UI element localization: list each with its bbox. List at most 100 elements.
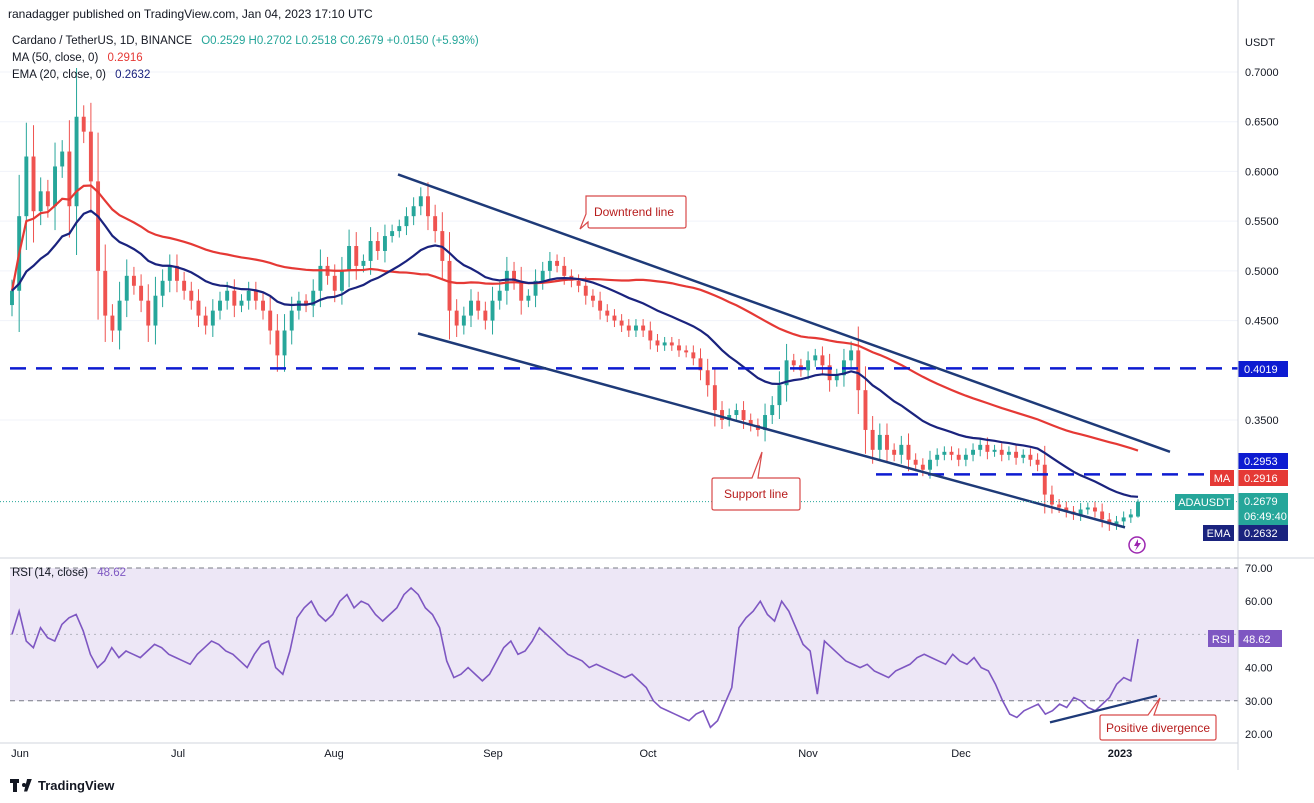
candle-body [88,131,93,182]
candle-body [139,285,144,301]
candle-body [806,360,811,371]
price-badges: 0.4019 0.2953 0.2916 MA 0.2679 06:49:40 ADAUSD… [1175,361,1288,541]
candle-body [1093,507,1097,512]
support-callout[interactable]: Support line [711,451,801,511]
candle-body [53,166,57,207]
price-tick-label: 0.5500 [1245,216,1279,228]
candle-body [103,270,108,316]
downtrend-label: Downtrend line [594,205,674,219]
candle-body [275,330,280,356]
candle-body [605,310,610,316]
candle-body [540,270,545,281]
price-badge-value: 0.2632 [1244,528,1278,540]
candle-body [311,290,316,306]
candle-body [332,275,337,291]
ema-line [11,209,1139,498]
candle-body [777,385,782,406]
lightning-icon[interactable] [1128,536,1146,554]
candle-body [712,385,717,411]
price-tick-label: 0.6000 [1245,166,1279,178]
price-badge-tag [1203,525,1234,541]
candle-body [877,434,882,450]
candle-body [583,285,588,296]
rsi-badge: RSI 48.62 [1208,630,1282,647]
candle-body [648,330,653,341]
time-axis[interactable]: Jun Jul Aug Sep Oct Nov Dec 2023 [11,748,1132,760]
tradingview-footer[interactable]: TradingView [10,778,114,793]
candle-body [368,241,373,261]
rsi-tick-label: 70.00 [1245,563,1273,575]
candle-body [404,216,409,227]
candle-body [971,449,976,455]
candle-body [763,415,768,430]
candle-body [1121,517,1126,522]
rsi-badge-value: 48.62 [1243,634,1271,646]
candle-body [863,390,868,430]
candle-body [834,375,839,381]
candle-body [555,260,560,266]
candle-body [96,181,101,271]
rsi-legend-value: 48.62 [97,567,127,579]
downtrend-line [397,173,1171,453]
rsi-tick-label: 40.00 [1245,663,1273,675]
candle-body [289,310,294,331]
price-pane[interactable] [0,0,1238,558]
candle-body [225,290,230,301]
candle-body [748,420,753,425]
time-tick-label: Oct [639,748,656,760]
candle-body [38,191,43,212]
candle-body [426,196,430,217]
candle-body [304,300,309,306]
candle-body [820,355,825,366]
candle-body [296,300,301,311]
rsi-legend-label: RSI (14, close) [12,567,89,579]
ema-legend[interactable]: EMA (20, close, 0) 0.2632 [12,69,150,81]
candle-body [433,216,438,232]
ema-legend-label: EMA (20, close, 0) [12,69,106,81]
candle-body [1006,451,1011,455]
countdown-label: 06:49:40 [1244,511,1287,523]
price-tick-label: 0.7000 [1245,67,1279,79]
time-tick-label: 2023 [1108,748,1132,760]
candle-body [81,116,86,132]
candle-body [117,300,122,331]
candle-body [1049,494,1054,505]
price-badge-label: MA [1214,473,1231,485]
price-axis[interactable]: USDT 0.7000 0.6500 0.6000 0.5500 0.5000 0.450… [1245,37,1279,427]
candle-body [24,156,29,217]
candle-body [741,410,746,420]
divergence-callout[interactable]: Positive divergence [1099,697,1217,741]
candle-body [1035,459,1040,465]
candle-body [1014,451,1019,458]
rsi-badge-label: RSI [1212,634,1230,646]
candle-body [339,270,344,291]
candle-body [318,265,323,291]
candle-body [146,300,151,326]
candle-body [590,295,595,301]
candle-body [634,325,638,331]
ma-legend[interactable]: MA (50, close, 0) 0.2916 [12,52,143,64]
candle-body [253,290,258,301]
candle-body [67,151,72,207]
candle-body [920,464,925,470]
publish-info: ranadagger published on TradingView.com,… [8,7,373,21]
candle-body [662,342,667,346]
symbol-name: Cardano / TetherUS, 1D, BINANCE [12,35,193,47]
candle-body [131,275,136,286]
candle-body [928,459,932,470]
candle-body [189,290,194,301]
downtrend-callout[interactable]: Downtrend line [579,195,687,230]
candle-body [182,280,187,291]
candle-body [619,320,624,326]
rsi-legend[interactable]: RSI (14, close) 48.62 [12,567,126,579]
symbol-legend[interactable]: Cardano / TetherUS, 1D, BINANCE O0.2529 … [12,35,479,47]
price-tick-label: 0.4500 [1245,316,1279,328]
candle-body [1114,521,1119,525]
price-badge-tag [1210,470,1234,486]
candles-layer [10,68,1140,531]
candle-body [354,246,359,266]
price-badge-label: ADAUSDT [1178,497,1231,509]
candle-body [60,151,65,167]
